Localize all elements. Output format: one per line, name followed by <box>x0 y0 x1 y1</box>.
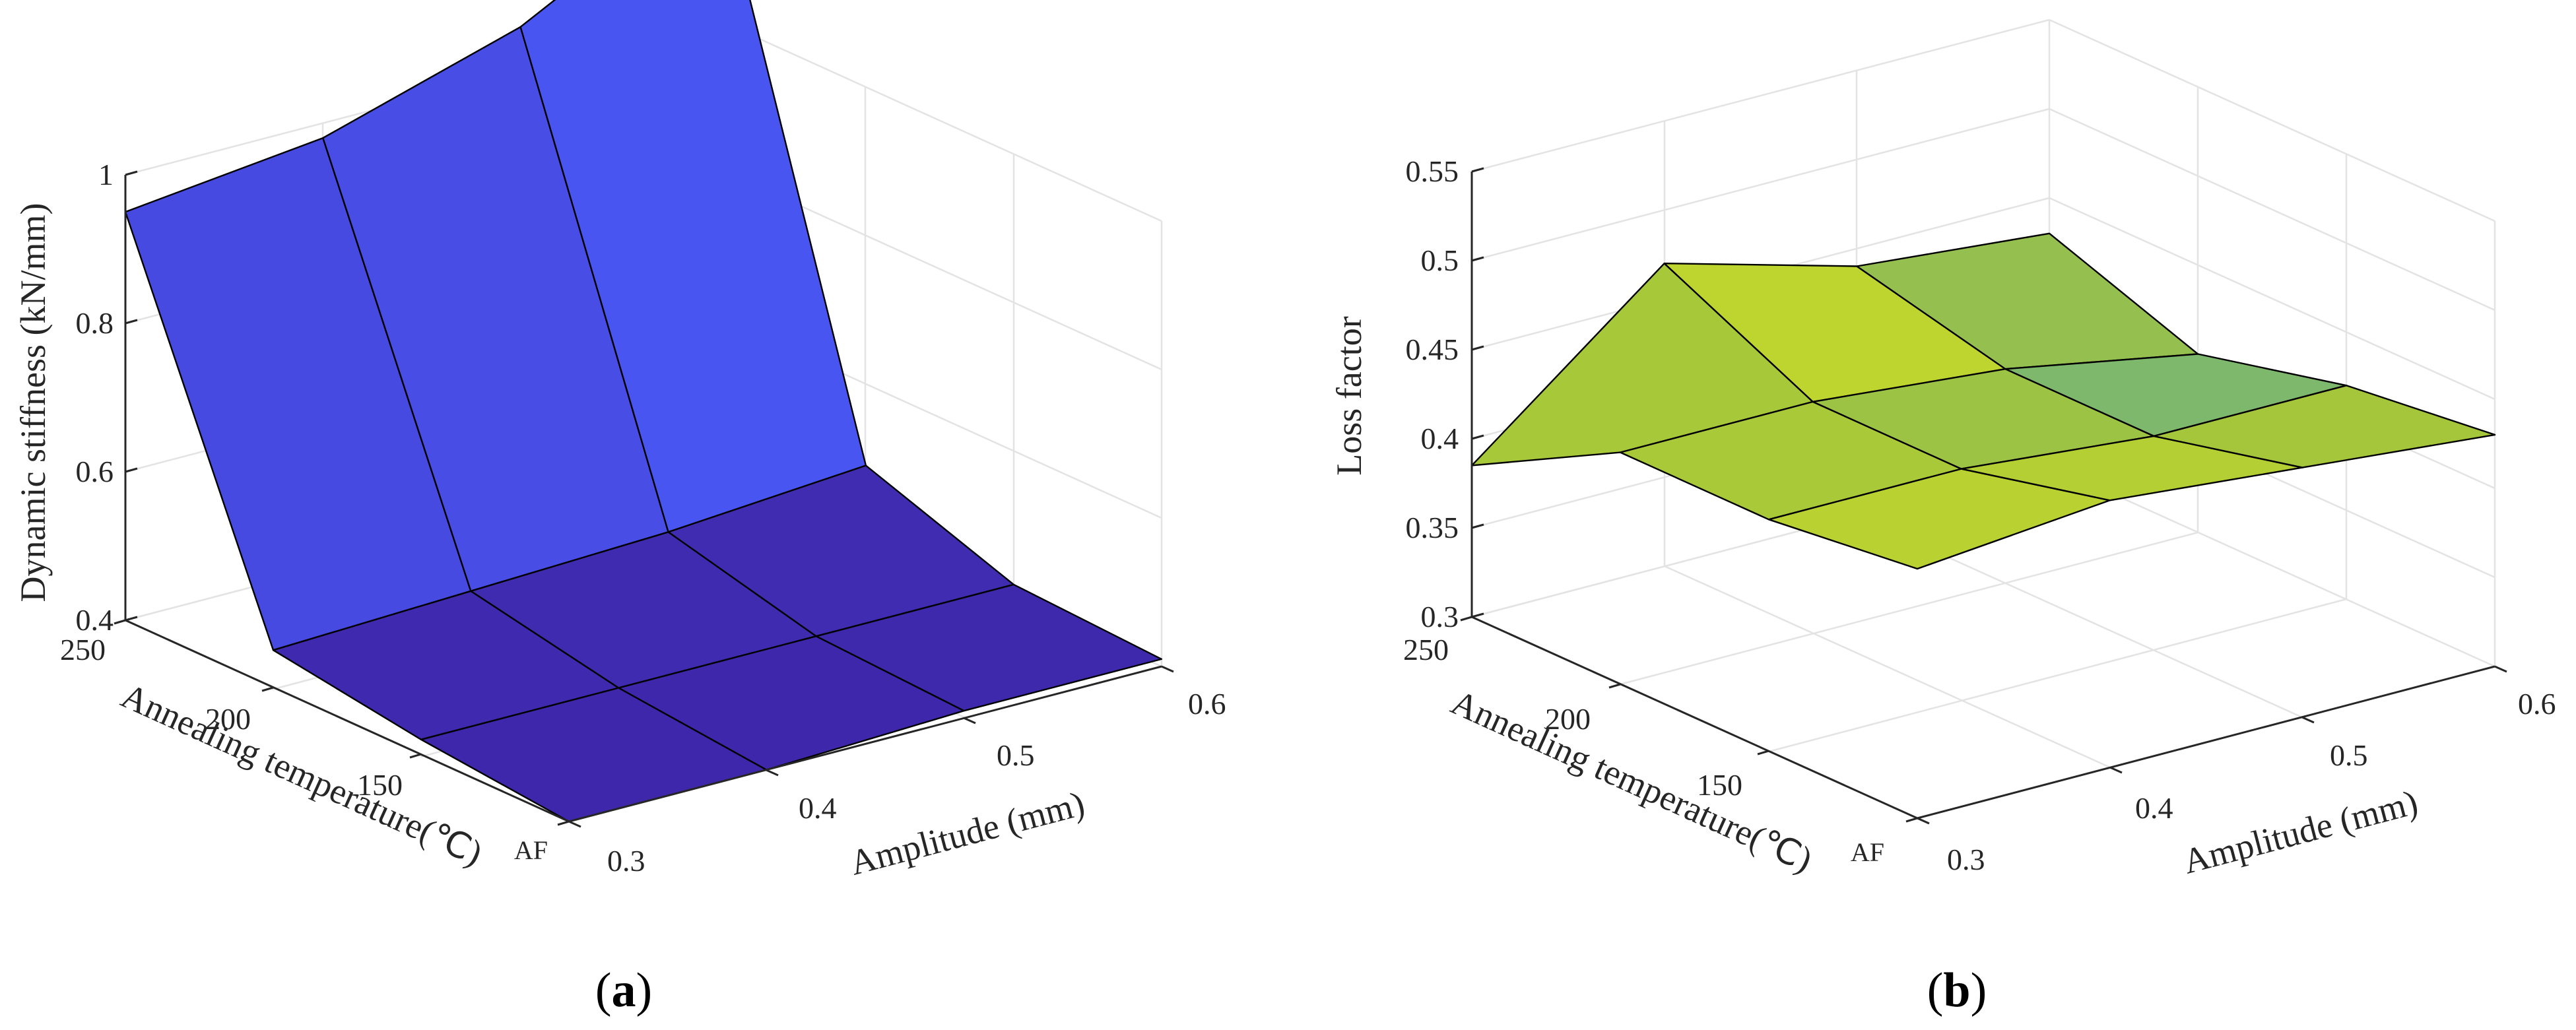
x-ticks-a: 0.3 0.4 0.5 0.6 <box>568 665 1226 878</box>
x-tick-label: 0.5 <box>2330 738 2368 772</box>
z-ticks-b: 0.55 0.5 0.45 0.4 0.35 0.3 <box>1406 154 1484 633</box>
x-tick-label: 0.6 <box>1188 687 1226 721</box>
z-tick-label: 0.55 <box>1406 154 1459 188</box>
axes-b <box>1470 172 2495 820</box>
surface-patch <box>2153 385 2496 468</box>
surface-b <box>1470 232 2496 570</box>
y-tick-label: 150 <box>357 768 403 802</box>
z-tick-label: 0.5 <box>1421 243 1459 277</box>
y-tick-label: 150 <box>1697 768 1742 802</box>
y-ticks-b: AF 150 200 250 <box>1403 616 1918 867</box>
y-tick-label: 200 <box>205 702 251 736</box>
z-tick-label: 0.45 <box>1406 333 1459 366</box>
x-tick-label: 0.4 <box>2135 791 2173 825</box>
x-tick-label: 0.6 <box>2518 687 2556 721</box>
z-tick-label: 0.4 <box>1421 422 1459 455</box>
z-ticks-a: 1 0.8 0.6 0.4 <box>76 158 138 637</box>
z-tick-label: 1 <box>98 158 114 191</box>
panel-b: 0.55 0.5 0.45 0.4 0.35 0.3 0.3 0.4 0.5 0… <box>1329 18 2556 1017</box>
x-axis-label: Amplitude (mm) <box>846 783 1089 883</box>
surface-a <box>124 0 1163 823</box>
z-tick-label: 0.6 <box>76 455 114 488</box>
x-tick-label: 0.4 <box>799 791 837 825</box>
y-ticks-a: AF 150 200 250 <box>60 619 570 865</box>
x-ticks-b: 0.3 0.4 0.5 0.6 <box>1917 665 2556 876</box>
panel-label-a: (a) <box>595 963 652 1017</box>
panel-label-b: (b) <box>1927 963 1987 1017</box>
y-tick-label: AF <box>514 835 548 865</box>
x-tick-label: 0.3 <box>1947 843 1985 876</box>
y-tick-label: 250 <box>1403 633 1449 666</box>
y-tick-label: 200 <box>1545 702 1591 736</box>
axes-a <box>124 175 1162 823</box>
y-tick-label: 250 <box>60 633 106 666</box>
y-axis-label: Annealing temperature(℃) <box>1445 682 1818 880</box>
z-tick-label: 0.35 <box>1406 511 1459 544</box>
z-tick-label: 0.3 <box>1421 600 1459 633</box>
z-axis-label: Loss factor <box>1329 316 1369 475</box>
z-tick-label: 0.8 <box>76 306 114 340</box>
x-axis-label: Amplitude (mm) <box>2179 782 2422 882</box>
y-tick-label: AF <box>1851 837 1884 867</box>
x-tick-label: 0.5 <box>997 738 1035 772</box>
z-tick-label: 0.4 <box>76 603 114 637</box>
x-tick-label: 0.3 <box>607 844 645 878</box>
surface-patch <box>815 583 1163 712</box>
panel-a: 1 0.8 0.6 0.4 0.3 0.4 0.5 0.6 AF 150 200… <box>13 0 1226 1017</box>
z-axis-label: Dynamic stiffness (kN/mm) <box>13 203 53 602</box>
